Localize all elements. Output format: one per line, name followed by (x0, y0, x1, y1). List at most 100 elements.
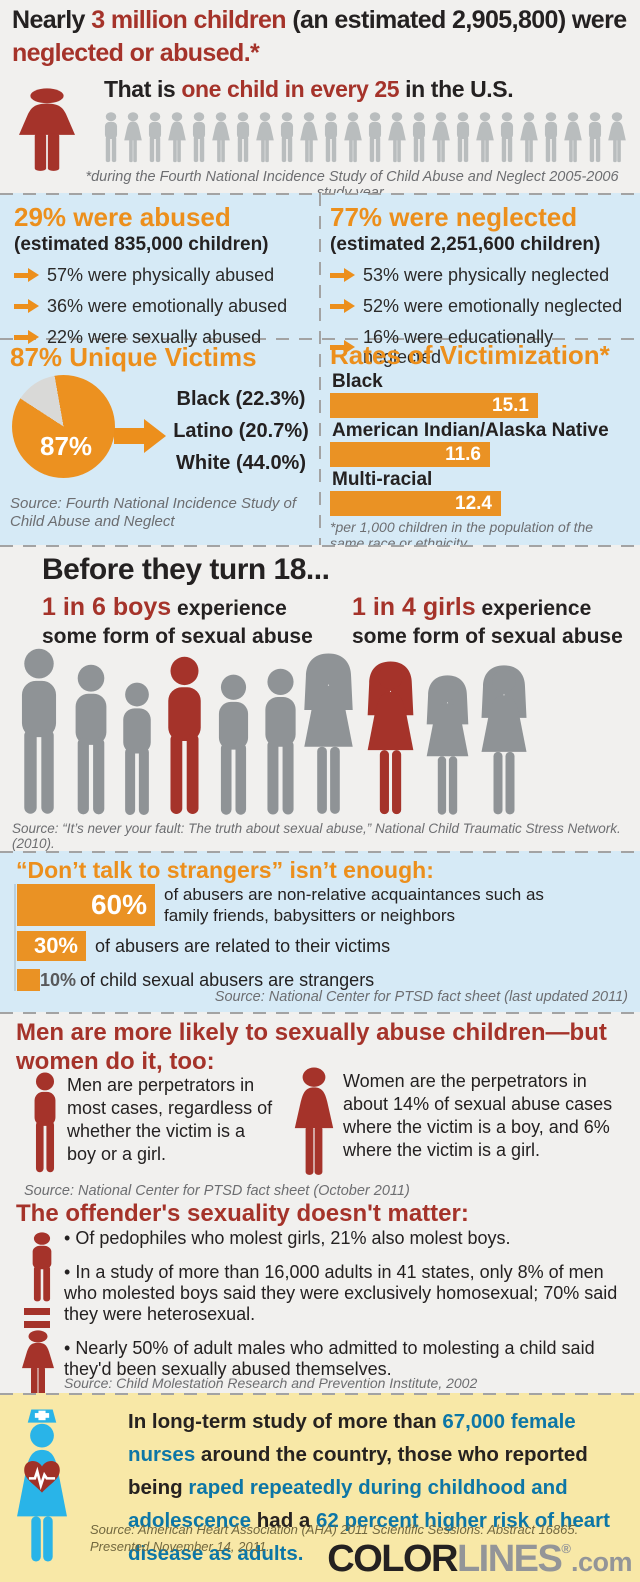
girl-silhouette (417, 674, 478, 820)
pie-breakdown-line: White (44.0%) (175, 452, 307, 474)
pie-breakdown-line: Black (22.3%) (176, 388, 306, 410)
boy-silhouette (63, 664, 119, 820)
arrow-icon (114, 419, 166, 453)
bar: 11.6 (330, 442, 490, 467)
unique-victims-source: Source: Fourth National Incidence Study … (10, 495, 296, 530)
crowd-figure-female (386, 112, 408, 164)
pie-label: 87% (40, 431, 93, 461)
boy-silhouette-highlighted (155, 656, 214, 820)
nurses-text-part: around the country, those who reported b… (128, 1443, 588, 1499)
nurses-section: In long-term study of more than 67,000 f… (0, 1393, 640, 1582)
colorlines-logo: COLORLINES®.com (327, 1529, 632, 1582)
perpetrators-section: Men are more likely to sexually abuse ch… (0, 1012, 640, 1393)
girls-statistic-highlight: 1 in 4 girls (352, 593, 476, 621)
arrow-icon (330, 299, 356, 313)
crowd-row (100, 112, 628, 164)
bar-row: 30% of abusers are related to their vict… (17, 926, 629, 961)
crowd-figure-female (122, 112, 144, 164)
bar-value: 60% (90, 889, 147, 920)
unique-victims-panel: 87% Unique Victims 87% Black (22.3%) Lat… (10, 343, 316, 531)
nurses-source: Source: American Heart Association (AHA)… (90, 1521, 578, 1555)
bar: 60% (17, 884, 155, 926)
man-icon (25, 1232, 59, 1304)
neglected-subheading: (estimated 2,251,600 children) (330, 234, 601, 255)
pie-breakdown: Black (22.3%) Latino (20.7%) White (44.0… (162, 383, 320, 479)
crowd-figure-male (408, 112, 430, 164)
subtitle-part: That is (104, 76, 182, 102)
victimization-rates-heading: Rates of Victimization* (330, 340, 610, 370)
bar-text: of child sexual abusers are strangers (80, 970, 375, 990)
sexuality-heading: The offender's sexuality doesn't matter: (16, 1200, 469, 1227)
perpetrators-source: Source: National Center for PTSD fact sh… (24, 1183, 410, 1199)
crowd-figure-male (144, 112, 166, 164)
bullet-item: Nearly 50% of adult males who admitted t… (64, 1338, 626, 1380)
bar-value: 10% (40, 970, 77, 990)
perpetrators-heading-line1: Men are more likely to sexually abuse ch… (16, 1019, 607, 1046)
title-highlight-line2: neglected or abused.* (12, 39, 260, 67)
title-highlight: 3 million children (91, 6, 286, 34)
neglected-panel: 77% were neglected (estimated 2,251,600 … (330, 203, 630, 378)
boys-statistic: 1 in 6 boys experience some form of sexu… (42, 593, 313, 651)
arrow-icon (14, 268, 40, 282)
stat-item: 36% were emotionally abused (14, 296, 309, 316)
crowd-figure-female (254, 112, 276, 164)
stat-text: 53% were physically neglected (363, 265, 610, 285)
divider (319, 193, 321, 545)
title-part: Nearly (12, 6, 92, 34)
arrow-icon (14, 330, 40, 344)
highlighted-child-icon (12, 88, 82, 174)
crowd-figure-female (606, 112, 628, 164)
nurses-source-line1: Source: American Heart Association (AHA)… (90, 1522, 579, 1537)
sexuality-bullets: Of pedophiles who molest girls, 21% also… (64, 1228, 626, 1393)
bar-label: Multi-racial (332, 469, 433, 490)
perpetrators-heading: Men are more likely to sexually abuse ch… (16, 1018, 607, 1076)
nurses-study-text: In long-term study of more than 67,000 f… (128, 1405, 633, 1570)
girl-silhouette (293, 652, 364, 820)
crowd-figure-male (320, 112, 342, 164)
subtitle-highlight: one child in every 25 (181, 76, 400, 102)
bar-text: of abusers are related to their victims (95, 936, 391, 956)
victimization-rates-panel: Rates of Victimization* Black 15.1 Ameri… (330, 341, 630, 551)
crowd-figure-female (474, 112, 496, 164)
abused-panel: 29% were abused (estimated 835,000 child… (14, 203, 309, 358)
crowd-figure-female (562, 112, 584, 164)
pie-chart (12, 375, 115, 478)
boys-statistic-line2: some form of sexual abuse (42, 625, 313, 648)
girls-group (293, 648, 530, 820)
crowd-figure-female (298, 112, 320, 164)
strangers-heading: “Don’t talk to strangers” isn’t enough: (16, 857, 434, 883)
sexuality-source: Source: Child Molestation Research and P… (64, 1375, 478, 1391)
unique-victims-heading: 87% Unique Victims (10, 342, 257, 372)
woman-icon (290, 1067, 338, 1179)
crowd-figure-male (496, 112, 518, 164)
stat-text: 22% were sexually abused (47, 327, 262, 347)
before-18-source: Source: “It’s never your fault: The trut… (12, 821, 621, 851)
crowd-figure-male (584, 112, 606, 164)
main-title: Nearly 3 million children (an estimated … (12, 4, 627, 70)
girls-statistic-text: experience (475, 597, 592, 620)
abused-heading: 29% were abused (14, 202, 231, 232)
divider (0, 1393, 640, 1395)
crowd-figure-female (166, 112, 188, 164)
bar-value: 12.4 (455, 492, 492, 514)
logo-registered-mark: ® (561, 1541, 571, 1556)
bullet-item: Of pedophiles who molest girls, 21% also… (64, 1228, 626, 1249)
girl-silhouette (471, 664, 537, 820)
girls-statistic-line2: some form of sexual abuse (352, 625, 623, 648)
neglected-heading: 77% were neglected (330, 202, 578, 232)
bar: 12.4 (330, 491, 501, 516)
bar-label: American Indian/Alaska Native (332, 420, 609, 441)
nurses-text-highlight: raped repeatedly during childhood and ad… (128, 1476, 568, 1532)
bar-value: 11.6 (445, 443, 481, 465)
bar-row: 60% of abusers are non-relative acquaint… (17, 884, 629, 926)
arrow-icon (330, 340, 356, 354)
crowd-figure-male (276, 112, 298, 164)
girls-statistic: 1 in 4 girls experience some form of sex… (352, 593, 623, 651)
boys-statistic-text: experience (171, 597, 287, 620)
bar-text: of abusers are non-relative acquaintance… (164, 885, 544, 925)
nurses-source-line2: Presented November 14, 2011. (90, 1539, 270, 1554)
title-part: (an estimated 2,905,800) were (285, 6, 627, 34)
bar: 15.1 (330, 393, 538, 418)
stat-item: 53% were physically neglected (330, 265, 630, 285)
